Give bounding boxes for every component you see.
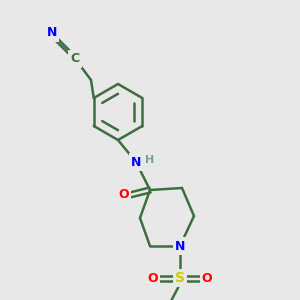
Text: N: N [175, 239, 185, 253]
Text: N: N [47, 26, 57, 40]
Text: O: O [202, 272, 212, 284]
Text: N: N [131, 155, 141, 169]
Text: C: C [70, 52, 80, 65]
Text: O: O [148, 272, 158, 284]
Text: O: O [119, 188, 129, 202]
Text: S: S [175, 271, 185, 285]
Text: H: H [146, 155, 154, 165]
